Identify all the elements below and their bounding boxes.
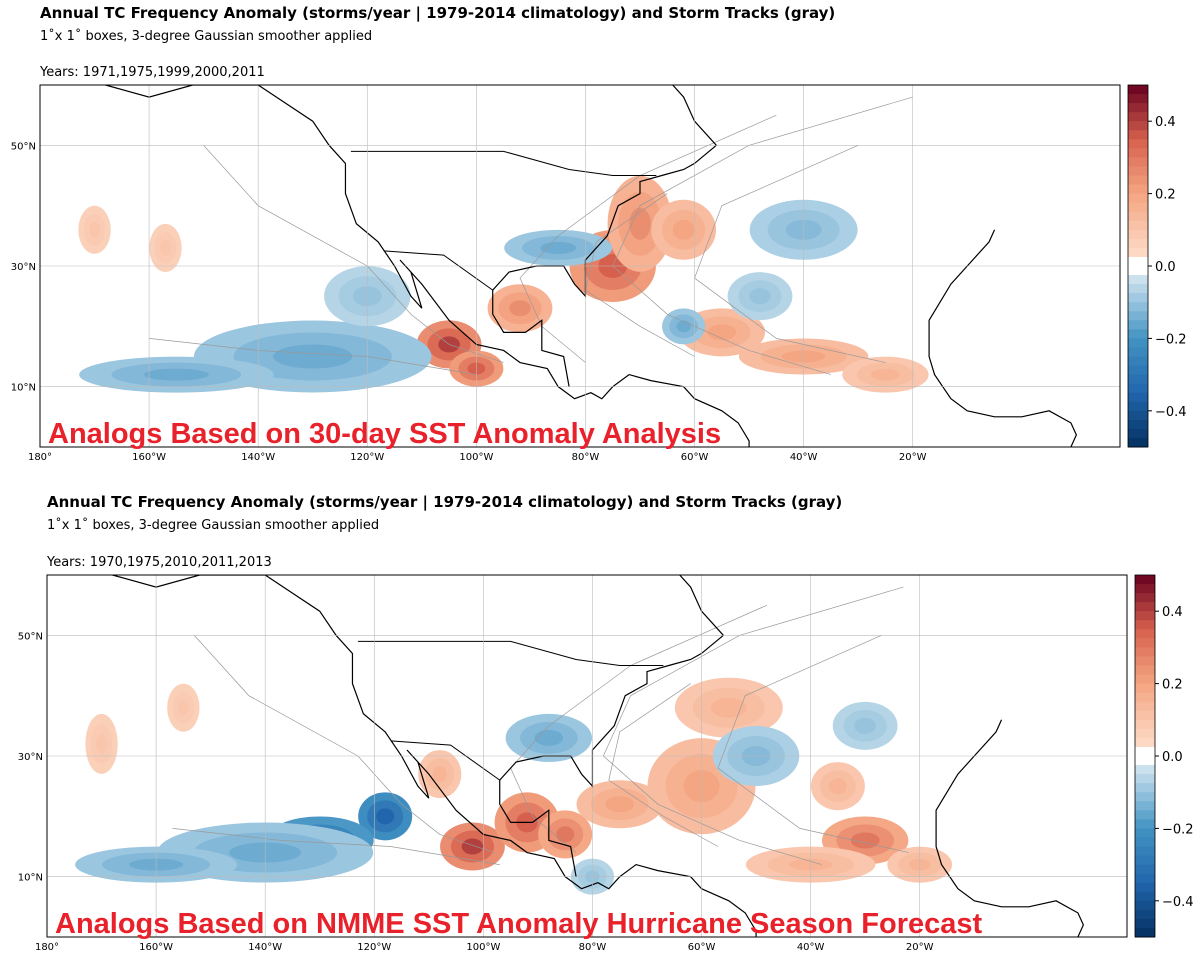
border bbox=[357, 640, 664, 666]
anomaly-cell bbox=[177, 699, 189, 716]
colorbar-tick-label: −0.2 bbox=[1162, 822, 1194, 837]
lon-tick-label: 120°W bbox=[357, 942, 391, 953]
anomaly-cell bbox=[160, 239, 171, 256]
lon-tick-label: 80°W bbox=[572, 452, 600, 463]
anomaly-cell bbox=[96, 733, 107, 754]
coastline bbox=[935, 719, 1085, 937]
anomaly-cell bbox=[672, 219, 695, 240]
panel1-title: Annual TC Frequency Anomaly (storms/year… bbox=[40, 4, 836, 22]
lon-tick-label: 140°W bbox=[248, 942, 282, 953]
lat-tick-label: 10°N bbox=[11, 383, 36, 394]
coastline bbox=[112, 575, 757, 937]
colorbar-tick-label: 0.2 bbox=[1162, 678, 1183, 693]
panel2-years: Years: 1970,1975,2010,2011,2013 bbox=[47, 555, 272, 570]
lon-tick-label: 40°W bbox=[790, 452, 818, 463]
map-frame bbox=[46, 574, 1128, 938]
storm-track bbox=[519, 114, 777, 363]
map-panel-2: 180° 160°W 140°W 120°W 100°W 80°W 60°W 40°W 20°W… bbox=[18, 574, 1194, 953]
lon-tick-label: 40°W bbox=[797, 942, 825, 953]
border bbox=[350, 150, 657, 176]
panel2-subtitle: 1˚x 1˚ boxes, 3-degree Gaussian smoother… bbox=[47, 518, 380, 533]
colorbar: 0.4 0.2 0.0 −0.2 −0.4 bbox=[1127, 84, 1187, 448]
lon-tick-label: 140°W bbox=[241, 452, 275, 463]
lon-tick-label: 160°W bbox=[132, 452, 166, 463]
map-panel-1: 180° 160°W 140°W 120°W 100°W 80°W 60°W 40°W 20°W… bbox=[11, 84, 1187, 463]
anomaly-cell bbox=[556, 826, 575, 843]
colorbar: 0.4 0.2 0.0 −0.2 −0.4 bbox=[1134, 574, 1194, 938]
anomaly-cell bbox=[707, 324, 737, 341]
storm-track bbox=[717, 635, 909, 853]
anomaly-cell bbox=[605, 796, 635, 813]
coastline bbox=[105, 85, 750, 447]
anomaly-cell bbox=[432, 766, 447, 783]
overlay-label: Analogs Based on 30-day SST Anomaly Anal… bbox=[48, 418, 721, 450]
lat-tick-label: 10°N bbox=[18, 873, 43, 884]
storm-track bbox=[194, 635, 495, 853]
colorbar-tick-label: −0.4 bbox=[1155, 405, 1187, 420]
colorbar-tick-label: 0.4 bbox=[1162, 605, 1183, 620]
lon-tick-label: 160°W bbox=[139, 942, 173, 953]
colorbar-tick-label: 0.0 bbox=[1155, 260, 1176, 275]
storm-track bbox=[172, 828, 500, 865]
colorbar-tick-label: 0.4 bbox=[1155, 115, 1176, 130]
colorbar-tick-label: −0.4 bbox=[1162, 895, 1194, 910]
anomaly-cell bbox=[89, 221, 100, 238]
storm-track bbox=[510, 604, 768, 853]
lon-tick-label: 180° bbox=[35, 942, 59, 953]
anomaly-cell bbox=[540, 241, 577, 254]
panel1-subtitle: 1˚x 1˚ boxes, 3-degree Gaussian smoother… bbox=[40, 29, 373, 44]
lon-tick-label: 60°W bbox=[688, 942, 716, 953]
lat-tick-label: 30°N bbox=[18, 752, 43, 763]
lon-tick-label: 100°W bbox=[466, 942, 500, 953]
overlay-label: Analogs Based on NMME SST Anomaly Hurric… bbox=[55, 908, 982, 940]
colorbar-tick-label: 0.0 bbox=[1162, 750, 1183, 765]
lon-tick-label: 60°W bbox=[681, 452, 709, 463]
lon-tick-label: 180° bbox=[28, 452, 52, 463]
anomaly-cell bbox=[273, 344, 353, 369]
anomaly-cell bbox=[534, 729, 564, 746]
lat-tick-label: 50°N bbox=[11, 141, 36, 152]
storm-track bbox=[149, 338, 477, 375]
storm-track bbox=[203, 145, 504, 363]
lon-tick-label: 120°W bbox=[350, 452, 384, 463]
map-frame bbox=[39, 84, 1121, 448]
panel2-title: Annual TC Frequency Anomaly (storms/year… bbox=[47, 493, 843, 511]
lon-tick-label: 20°W bbox=[906, 942, 934, 953]
anomaly-cell bbox=[854, 717, 876, 734]
storm-track bbox=[608, 683, 719, 847]
anomaly-cell bbox=[143, 368, 209, 381]
colorbar-tick-label: −0.2 bbox=[1155, 332, 1187, 347]
coastline bbox=[928, 229, 1078, 447]
anomaly-cell bbox=[749, 288, 771, 305]
anomaly-cell bbox=[509, 300, 531, 317]
lat-tick-label: 30°N bbox=[11, 262, 36, 273]
anomaly-cell bbox=[710, 697, 747, 718]
lon-tick-label: 80°W bbox=[579, 942, 607, 953]
anomaly-cell bbox=[828, 778, 847, 795]
anomaly-cell bbox=[376, 808, 395, 825]
lat-tick-label: 50°N bbox=[18, 631, 43, 642]
anomaly-cell bbox=[871, 368, 900, 381]
lon-tick-label: 20°W bbox=[899, 452, 927, 463]
anomaly-cell bbox=[676, 320, 691, 333]
anomaly-cell bbox=[461, 838, 484, 855]
colorbar-tick-label: 0.2 bbox=[1155, 188, 1176, 203]
panel1-years: Years: 1971,1975,1999,2000,2011 bbox=[40, 65, 265, 80]
lon-tick-label: 100°W bbox=[459, 452, 493, 463]
